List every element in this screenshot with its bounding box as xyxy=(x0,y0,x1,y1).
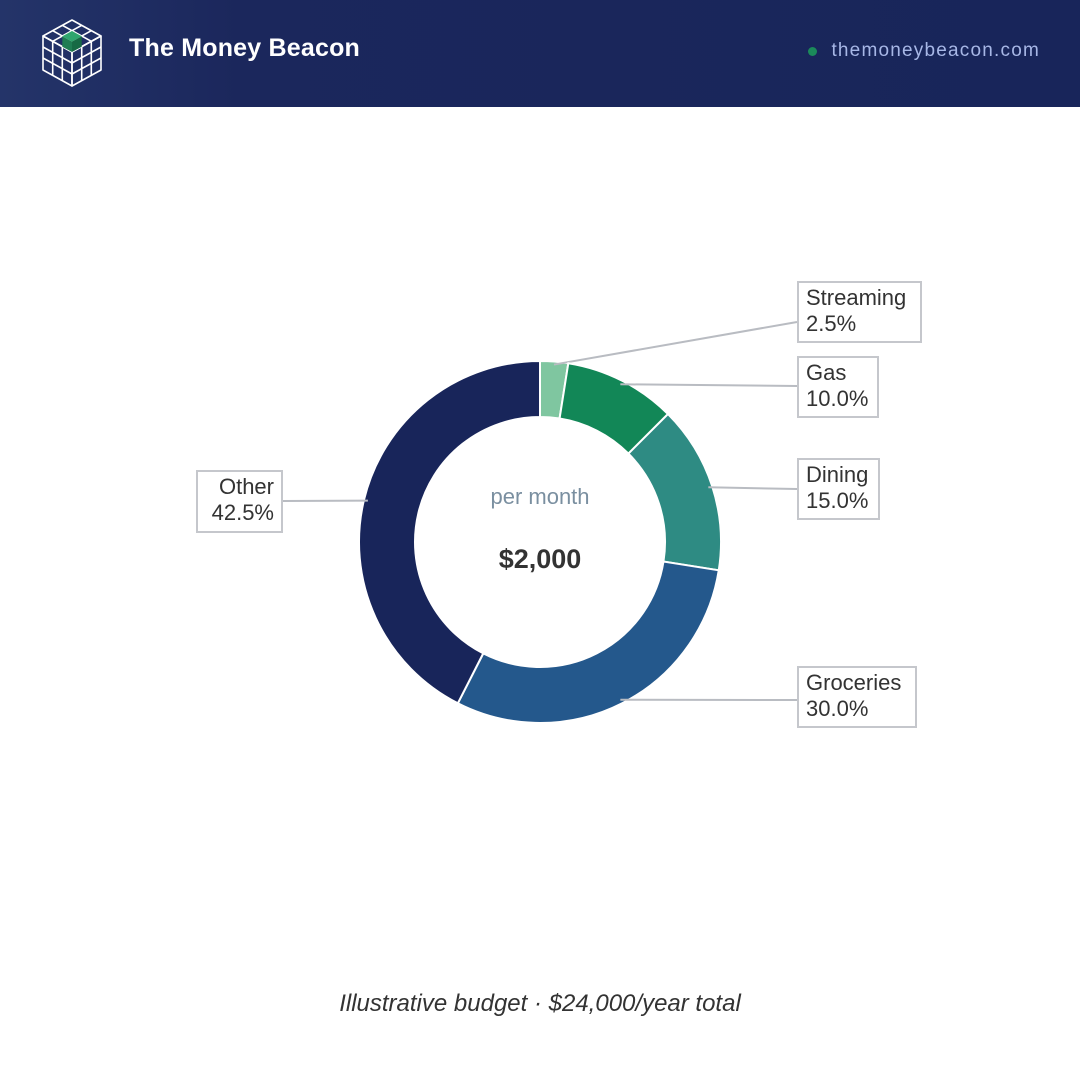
leader-line-dining xyxy=(708,486,798,490)
footnote: Illustrative budget · $24,000/year total xyxy=(339,990,741,1017)
status-dot-icon xyxy=(808,46,818,56)
label-box-dining xyxy=(797,458,880,520)
leader-line-gas xyxy=(620,383,798,387)
site-url-text: themoneybeacon.com xyxy=(831,40,1040,61)
slice-groceries[interactable] xyxy=(456,560,720,724)
header-bar: The Money Beacon themoneybeacon.com xyxy=(0,0,1080,107)
value-label: 10.0% xyxy=(806,386,868,411)
label-box-streaming xyxy=(797,281,922,343)
category-label: Groceries xyxy=(806,670,901,695)
value-label: 2.5% xyxy=(806,311,856,336)
value-label: 30.0% xyxy=(806,696,868,721)
center-label: per month xyxy=(490,484,589,509)
category-label: Dining xyxy=(806,462,868,487)
center-value: $2,000 xyxy=(499,544,582,574)
category-label: Gas xyxy=(806,360,846,385)
label-box-gas xyxy=(797,356,879,418)
category-label: Streaming xyxy=(806,285,906,310)
label-box-groceries xyxy=(797,666,917,728)
leader-line-streaming xyxy=(553,321,798,366)
label-box-other xyxy=(196,470,283,533)
value-label: 42.5% xyxy=(212,500,274,525)
cube-logo-icon xyxy=(42,19,102,87)
brand-name: The Money Beacon xyxy=(129,34,361,62)
site-url[interactable]: themoneybeacon.com xyxy=(808,40,1040,62)
category-label: Other xyxy=(219,474,274,499)
value-label: 15.0% xyxy=(806,488,868,513)
slice-other[interactable] xyxy=(358,359,541,705)
